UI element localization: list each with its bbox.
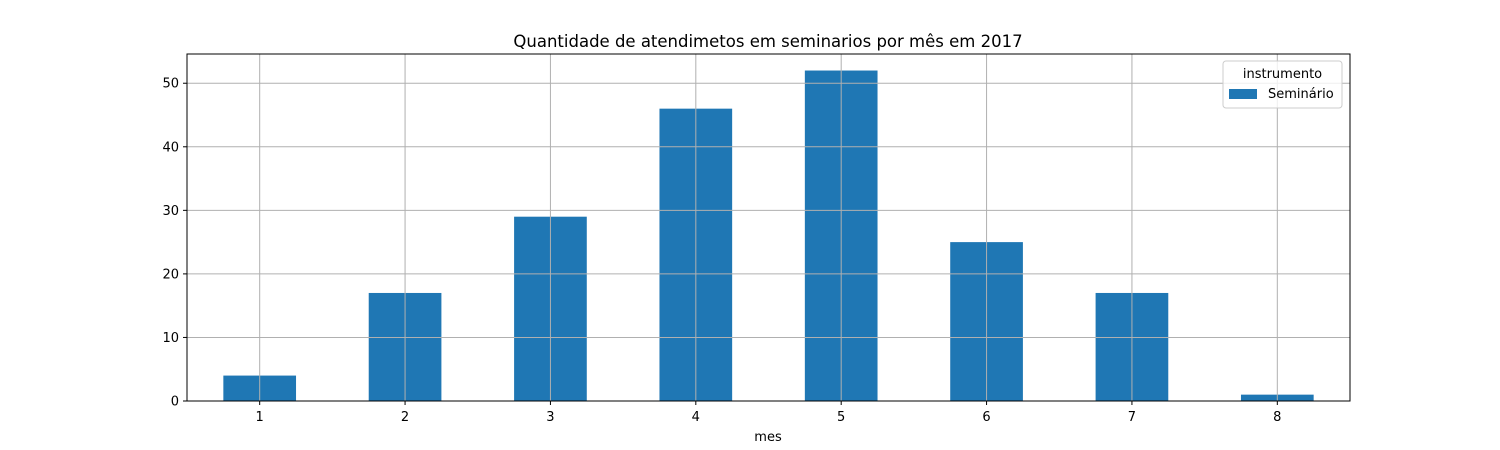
- x-tick-label-1: 1: [256, 410, 264, 425]
- legend: instrumento Seminário: [1222, 60, 1343, 109]
- x-axis-label: mes: [754, 430, 782, 445]
- y-tick-label-50: 50: [162, 77, 179, 92]
- x-tick-label-3: 3: [546, 410, 554, 425]
- legend-label: Seminário: [1268, 87, 1334, 102]
- x-tick-label-8: 8: [1273, 410, 1281, 425]
- x-tick-label-6: 6: [982, 410, 990, 425]
- x-tick-label-4: 4: [692, 410, 700, 425]
- y-tick-label-20: 20: [162, 267, 179, 282]
- x-tick-label-5: 5: [837, 410, 845, 425]
- y-tick-label-0: 0: [171, 395, 179, 410]
- grid: [187, 54, 1350, 401]
- plot-background: [187, 54, 1350, 401]
- x-tick-label-2: 2: [401, 410, 409, 425]
- x-tick-label-7: 7: [1128, 410, 1136, 425]
- axes: 0 10 20 30 40 50 1 2 3 4 5 6 7 8: [162, 53, 1351, 425]
- y-tick-label-30: 30: [162, 204, 179, 219]
- plot-frame: [186, 53, 1351, 402]
- y-tick-label-40: 40: [162, 140, 179, 155]
- legend-title: instrumento: [1243, 67, 1322, 82]
- chart-title: Quantidade de atendimetos em seminarios …: [513, 32, 1022, 51]
- legend-swatch: [1229, 89, 1257, 99]
- y-tick-label-10: 10: [162, 331, 179, 346]
